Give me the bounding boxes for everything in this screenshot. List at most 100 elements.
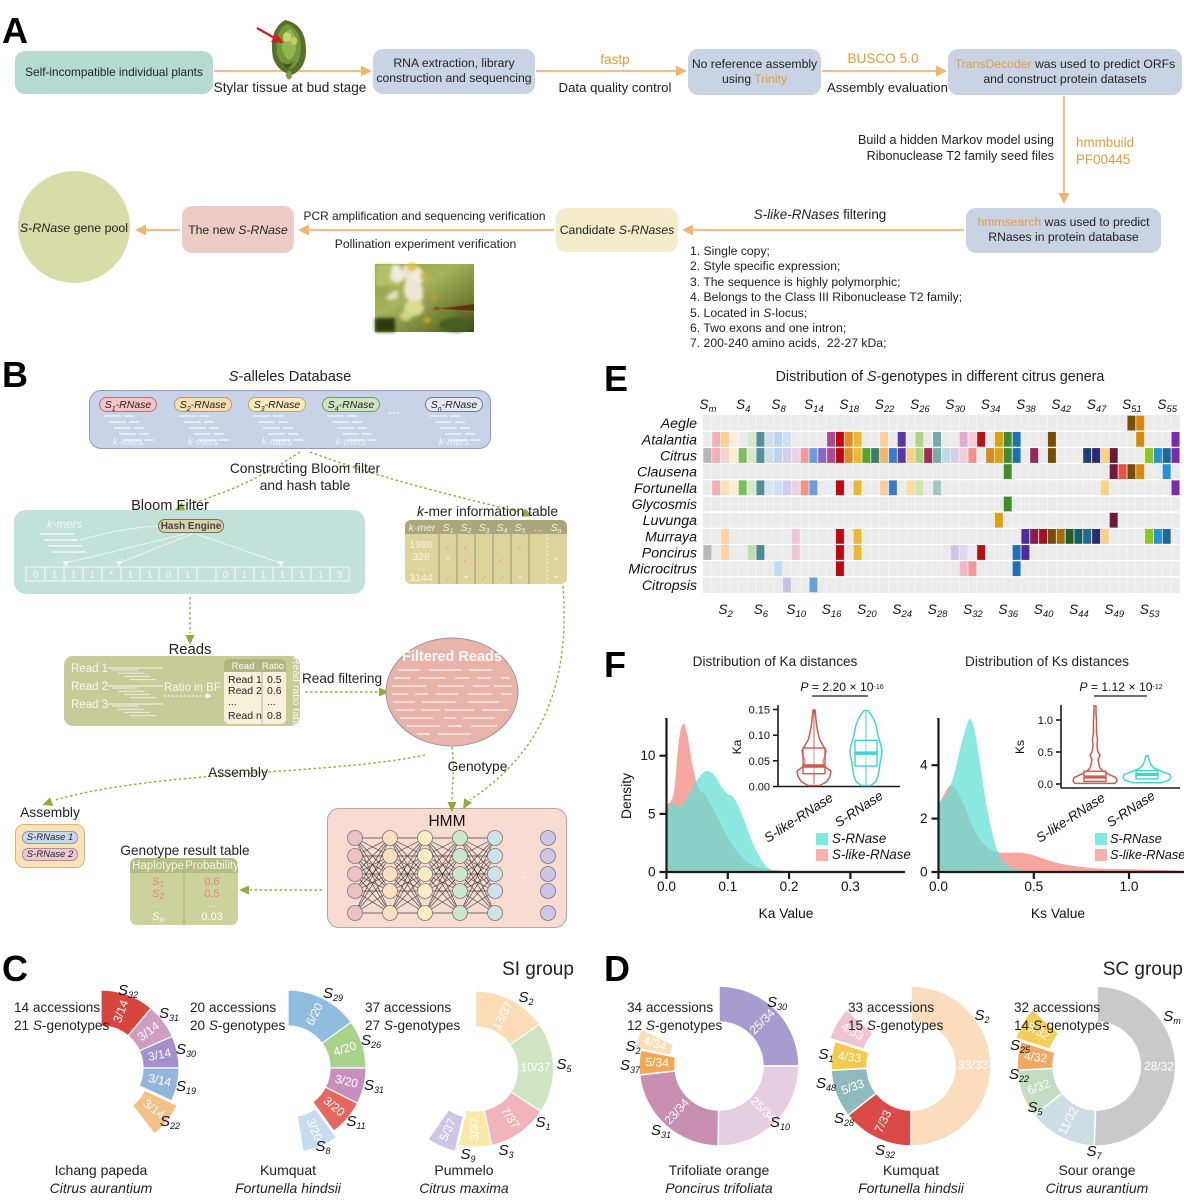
svg-text:1: 1 — [261, 570, 267, 581]
svg-text:Sn: Sn — [152, 911, 164, 924]
svg-text:...: ... — [517, 867, 527, 881]
svg-text:...: ... — [388, 401, 401, 418]
svg-text:3144: 3144 — [409, 572, 433, 584]
svg-text:0.6: 0.6 — [204, 876, 219, 888]
svg-text:Read 3: Read 3 — [71, 699, 108, 711]
svg-text:S32: S32 — [875, 1142, 895, 1160]
svg-text:2: 2 — [920, 811, 928, 826]
svg-text:0: 0 — [166, 570, 172, 581]
svg-text:...: ... — [208, 899, 216, 910]
svg-text:k-mers: k-mers — [336, 437, 367, 448]
svg-text:Citrus: Citrus — [660, 448, 697, 464]
svg-text:S32: S32 — [118, 982, 138, 1000]
svg-text:✓: ✓ — [499, 556, 506, 565]
svg-text:*: * — [110, 570, 114, 581]
svg-text:S-RNase: S-RNase — [832, 788, 886, 830]
svg-text:4/33: 4/33 — [837, 1049, 862, 1066]
svg-text:1: 1 — [185, 570, 191, 581]
svg-text:S31: S31 — [364, 1077, 384, 1095]
svg-text:S-RNase: S-RNase — [832, 831, 886, 846]
svg-text:1: 1 — [71, 570, 77, 581]
svg-text:0.5: 0.5 — [204, 888, 219, 900]
svg-text:S2: S2 — [152, 888, 164, 901]
svg-text:Ks: Ks — [1013, 740, 1027, 754]
svg-text:S1: S1 — [152, 876, 164, 889]
svg-text:*: * — [554, 556, 557, 565]
svg-text:4/32: 4/32 — [1023, 1049, 1048, 1066]
svg-text:1: 1 — [299, 570, 305, 581]
svg-text:1: 1 — [147, 570, 153, 581]
svg-text:S26: S26 — [361, 1032, 381, 1050]
svg-text:S44: S44 — [1069, 602, 1089, 620]
svg-text:1: 1 — [128, 570, 134, 581]
svg-text:S40: S40 — [1034, 602, 1054, 620]
svg-text:S-RNase: S-RNase — [1110, 831, 1162, 846]
svg-text:3: 3 — [337, 570, 343, 581]
svg-text:S10: S10 — [786, 602, 806, 620]
svg-text:328: 328 — [412, 551, 430, 563]
svg-text:Read 2: Read 2 — [228, 685, 262, 697]
svg-text:Aegle: Aegle — [660, 416, 697, 432]
svg-text:Ratio in BF: Ratio in BF — [164, 682, 221, 694]
svg-text:k-mers: k-mers — [113, 437, 144, 448]
svg-text:Read ratio table: Read ratio table — [290, 657, 302, 731]
svg-text:10/37: 10/37 — [520, 1060, 551, 1075]
svg-text:28/32: 28/32 — [1144, 1059, 1175, 1074]
svg-text:S18: S18 — [839, 397, 859, 415]
svg-text:Clausena: Clausena — [637, 465, 697, 481]
svg-text:*: * — [446, 556, 449, 565]
svg-text:Ks Value: Ks Value — [1031, 906, 1086, 921]
svg-text:✓: ✓ — [517, 543, 524, 552]
svg-text:0.5: 0.5 — [1024, 879, 1043, 894]
svg-text:...: ... — [421, 897, 429, 907]
svg-text:✓: ✓ — [445, 543, 452, 552]
svg-text:S3: S3 — [498, 1142, 513, 1160]
svg-text:S-RNase: S-RNase — [1104, 788, 1158, 830]
svg-text:S9: S9 — [460, 1146, 475, 1164]
svg-text:33/33: 33/33 — [958, 1058, 988, 1072]
svg-text:...: ... — [491, 897, 499, 907]
svg-text:S2: S2 — [718, 602, 733, 620]
svg-text:✓: ✓ — [463, 556, 470, 565]
svg-text:...: ... — [544, 897, 552, 907]
svg-text:Read: Read — [232, 661, 255, 672]
svg-text:Ka Value: Ka Value — [759, 906, 814, 921]
svg-text:S26: S26 — [910, 397, 930, 415]
svg-text:0.3: 0.3 — [841, 879, 860, 894]
svg-text:S22: S22 — [875, 397, 895, 415]
svg-text:Sm: Sm — [699, 397, 716, 415]
svg-text:k-mers: k-mers — [188, 437, 219, 448]
svg-text:*: * — [554, 574, 557, 583]
svg-text:0.0: 0.0 — [657, 879, 676, 894]
svg-text:0.0: 0.0 — [929, 879, 948, 894]
svg-text:0.0: 0.0 — [1038, 779, 1053, 791]
svg-text:S38: S38 — [1016, 397, 1036, 415]
svg-text:0.15: 0.15 — [749, 705, 770, 717]
svg-text:Filtered Reads: Filtered Reads — [402, 649, 502, 665]
svg-text:Citropsis: Citropsis — [642, 578, 697, 594]
svg-text:S4: S4 — [736, 397, 750, 415]
svg-text:4/20: 4/20 — [332, 1038, 359, 1059]
svg-text:Atalantia: Atalantia — [641, 432, 697, 448]
svg-text:S36: S36 — [998, 602, 1018, 620]
svg-text:...: ... — [534, 523, 542, 534]
svg-text:5: 5 — [648, 806, 656, 821]
svg-text:...: ... — [228, 696, 237, 708]
svg-text:0.6: 0.6 — [267, 685, 282, 697]
svg-text:Read 1: Read 1 — [71, 663, 108, 675]
svg-text:Probability: Probability — [185, 860, 239, 872]
svg-text:P = 2.20 × 10-16: P = 2.20 × 10-16 — [800, 680, 883, 694]
svg-text:5/34: 5/34 — [645, 1055, 669, 1070]
svg-text:1: 1 — [242, 570, 248, 581]
svg-text:S16: S16 — [822, 602, 842, 620]
svg-text:...: ... — [417, 561, 426, 573]
svg-text:S5: S5 — [556, 1056, 572, 1074]
svg-text:k-mer: k-mer — [409, 522, 436, 534]
svg-text:Fortunella: Fortunella — [634, 481, 697, 497]
svg-text:S-like-RNase: S-like-RNase — [1110, 847, 1184, 862]
svg-text:...: ... — [116, 552, 124, 562]
svg-text:k-mers: k-mers — [47, 519, 82, 531]
svg-text:0.2: 0.2 — [780, 879, 799, 894]
svg-text:S42: S42 — [1051, 397, 1071, 415]
svg-text:✓: ✓ — [445, 574, 452, 583]
